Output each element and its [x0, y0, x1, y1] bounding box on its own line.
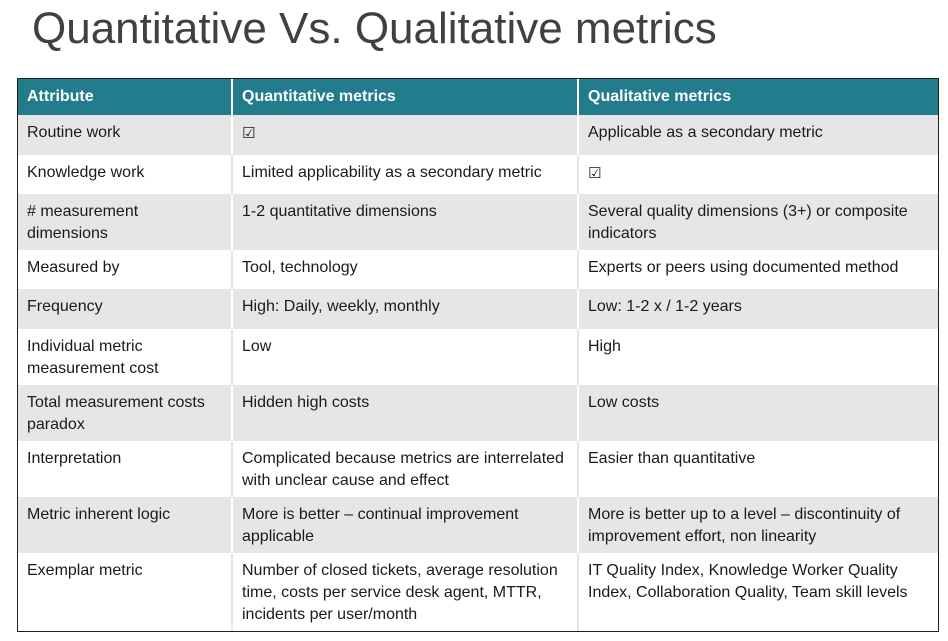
cell-attribute: Individual metric measurement cost — [18, 329, 232, 385]
table-row: # measurement dimensions 1-2 quantitativ… — [18, 194, 938, 250]
table-row: Individual metric measurement cost Low H… — [18, 329, 938, 385]
cell-quantitative: Complicated because metrics are interrel… — [231, 441, 578, 497]
table-row: Metric inherent logic More is better – c… — [18, 497, 938, 553]
cell-quantitative: Tool, technology — [231, 250, 578, 289]
table-row: Measured by Tool, technology Experts or … — [18, 250, 938, 289]
cell-attribute: Exemplar metric — [18, 553, 232, 631]
cell-qualitative: Several quality dimensions (3+) or compo… — [577, 194, 938, 250]
header-quantitative: Quantitative metrics — [231, 79, 578, 115]
cell-quantitative: 1-2 quantitative dimensions — [231, 194, 578, 250]
cell-qualitative: Easier than quantitative — [577, 441, 938, 497]
cell-qualitative: Experts or peers using documented method — [577, 250, 938, 289]
cell-qualitative: Low costs — [577, 385, 938, 441]
metrics-table: Attribute Quantitative metrics Qualitati… — [18, 79, 938, 631]
cell-quantitative: Number of closed tickets, average resolu… — [231, 553, 578, 631]
checkbox-icon: ☑ — [577, 155, 938, 194]
cell-qualitative: Applicable as a secondary metric — [577, 115, 938, 155]
cell-attribute: Knowledge work — [18, 155, 232, 194]
table-row: Routine work ☑ Applicable as a secondary… — [18, 115, 938, 155]
cell-quantitative: Limited applicability as a secondary met… — [231, 155, 578, 194]
header-attribute: Attribute — [18, 79, 232, 115]
cell-attribute: Frequency — [18, 289, 232, 329]
header-qualitative: Qualitative metrics — [577, 79, 938, 115]
table-row: Exemplar metric Number of closed tickets… — [18, 553, 938, 631]
cell-attribute: Metric inherent logic — [18, 497, 232, 553]
cell-qualitative: More is better up to a level – discontin… — [577, 497, 938, 553]
cell-attribute: Routine work — [18, 115, 232, 155]
table-row: Knowledge work Limited applicability as … — [18, 155, 938, 194]
cell-attribute: # measurement dimensions — [18, 194, 232, 250]
page-title: Quantitative Vs. Qualitative metrics — [32, 4, 717, 53]
checkbox-icon: ☑ — [231, 115, 578, 155]
cell-qualitative: High — [577, 329, 938, 385]
cell-attribute: Interpretation — [18, 441, 232, 497]
table-row: Frequency High: Daily, weekly, monthly L… — [18, 289, 938, 329]
cell-quantitative: Low — [231, 329, 578, 385]
table-row: Total measurement costs paradox Hidden h… — [18, 385, 938, 441]
cell-quantitative: Hidden high costs — [231, 385, 578, 441]
cell-quantitative: High: Daily, weekly, monthly — [231, 289, 578, 329]
cell-quantitative: More is better – continual improvement a… — [231, 497, 578, 553]
cell-qualitative: IT Quality Index, Knowledge Worker Quali… — [577, 553, 938, 631]
cell-qualitative: Low: 1-2 x / 1-2 years — [577, 289, 938, 329]
table-header-row: Attribute Quantitative metrics Qualitati… — [18, 79, 938, 115]
cell-attribute: Total measurement costs paradox — [18, 385, 232, 441]
cell-attribute: Measured by — [18, 250, 232, 289]
table-row: Interpretation Complicated because metri… — [18, 441, 938, 497]
comparison-table: Attribute Quantitative metrics Qualitati… — [17, 78, 939, 632]
